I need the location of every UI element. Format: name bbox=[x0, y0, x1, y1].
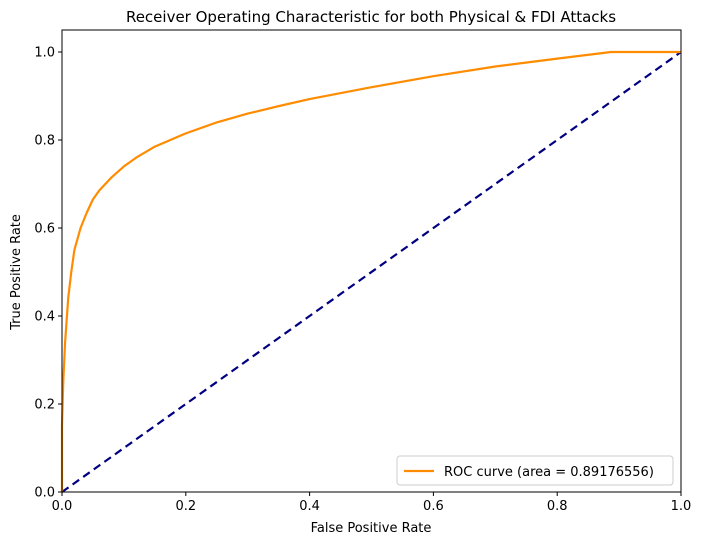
y-axis-label: True Positive Rate bbox=[9, 214, 24, 331]
series-layer bbox=[60, 50, 682, 493]
x-tick-label: 0.6 bbox=[423, 499, 444, 514]
x-tick-label: 1.0 bbox=[671, 499, 692, 514]
ticks-layer: 0.0 0.2 0.4 0.6 0.8 1.0 0.0 0.2 0.4 0.6 0.8 1.0 bbox=[34, 46, 691, 515]
legend: ROC curve (area = 0.89176556) bbox=[396, 455, 674, 486]
x-tick-label: 0.8 bbox=[547, 499, 568, 514]
x-tick-label: 0.4 bbox=[299, 499, 320, 514]
roc-curve-line bbox=[60, 50, 681, 492]
y-tick-label: 0.8 bbox=[34, 134, 55, 149]
x-tick-label: 0.0 bbox=[52, 499, 73, 514]
y-tick-label: 0.4 bbox=[34, 310, 55, 325]
x-tick-label: 0.2 bbox=[175, 499, 196, 514]
y-tick-label: 0.6 bbox=[34, 222, 55, 237]
chart-title: Receiver Operating Characteristic for bo… bbox=[126, 8, 616, 26]
y-tick-label: 0.2 bbox=[34, 398, 55, 413]
x-axis-label: False Positive Rate bbox=[311, 521, 432, 536]
legend-box bbox=[396, 455, 674, 486]
y-tick-label: 0.0 bbox=[34, 486, 55, 501]
plot-frame bbox=[61, 29, 682, 493]
chance-diagonal-line bbox=[61, 51, 682, 493]
legend-label-roc: ROC curve (area = 0.89176556) bbox=[444, 465, 654, 480]
y-tick-label: 1.0 bbox=[34, 46, 55, 61]
